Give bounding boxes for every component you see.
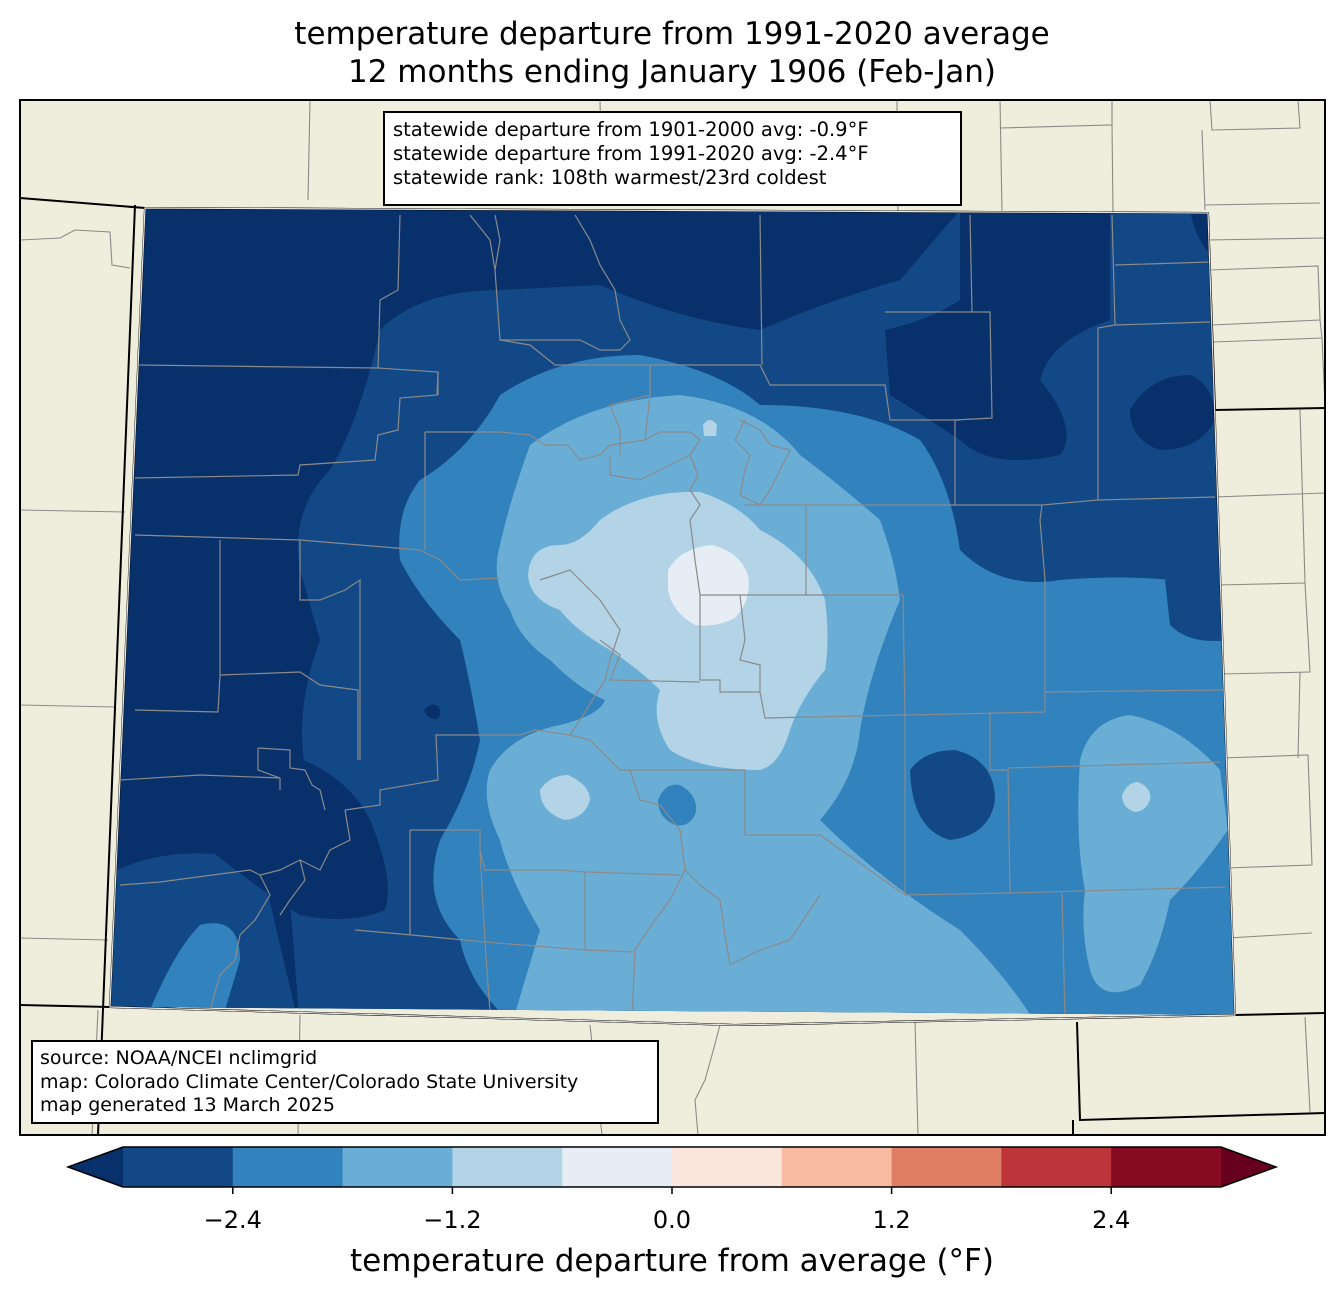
contour-m06-0-se — [1122, 782, 1151, 812]
colorbar-tick-label: −2.4 — [203, 1206, 262, 1234]
colorbar-label: temperature departure from average (°F) — [350, 1243, 994, 1279]
contour-m24-m18-ne — [1165, 575, 1228, 641]
contour-m06-0-s — [540, 775, 590, 820]
stats-line-3: statewide rank: 108th warmest/23rd colde… — [393, 166, 827, 189]
contour-0-06 — [668, 545, 749, 626]
source-line-1: source: NOAA/NCEI nclimgrid — [40, 1047, 318, 1069]
colorbar-tick-label: 0.0 — [652, 1206, 692, 1234]
colorbar-segment — [123, 1147, 234, 1187]
colorbar-tick-label: 1.2 — [872, 1206, 911, 1234]
source-line-2: map: Colorado Climate Center/Colorado St… — [40, 1070, 579, 1093]
contour-m24-m18-se — [910, 750, 995, 840]
contour-m06-0 — [528, 491, 828, 770]
colorbar-segment — [452, 1147, 563, 1187]
map-title-line2: 12 months ending January 1906 (Feb-Jan) — [347, 54, 996, 90]
map-frame — [19, 99, 1326, 1136]
contour-m06-0-n — [703, 420, 717, 436]
colorbar-segment — [672, 1147, 783, 1187]
colorbar-outline — [65, 1146, 1279, 1188]
colorbar-tick-label: −1.2 — [423, 1206, 482, 1234]
colorbar — [65, 1146, 1279, 1194]
colorado-outline-inner — [109, 207, 1236, 1026]
colorbar-tick-label: 2.4 — [1092, 1206, 1131, 1234]
colorbar-extend-low — [68, 1147, 123, 1187]
source-box: source: NOAA/NCEI nclimgrid map: Colorad… — [31, 1040, 659, 1124]
colorbar-segment — [891, 1147, 1002, 1187]
colorbar-segment — [342, 1147, 453, 1187]
contour-m18-m12-sw — [150, 923, 240, 1010]
contour-lt-m24-ne — [885, 210, 1110, 460]
contour-lt-m24-ne2 — [1130, 375, 1215, 450]
contour-m12-m06-se — [1078, 715, 1228, 993]
statewide-stats-box: statewide departure from 1901-2000 avg: … — [383, 111, 962, 206]
temperature-contours — [110, 208, 1235, 1015]
contour-lt-m24-sw — [110, 745, 388, 920]
colorbar-segment — [781, 1147, 893, 1187]
stats-line-2: statewide departure from 1991-2020 avg: … — [393, 142, 869, 165]
contour-lt-m24-dot — [424, 704, 441, 720]
stats-line-1: statewide departure from 1901-2000 avg: … — [393, 118, 869, 141]
source-line-3: map generated 13 March 2025 — [40, 1094, 335, 1116]
colorbar-segment — [1001, 1147, 1112, 1187]
colorbar-segment — [1111, 1147, 1222, 1187]
colorbar-extend-high — [1221, 1147, 1276, 1187]
map-title-line1: temperature departure from 1991-2020 ave… — [294, 16, 1050, 52]
county-lines — [119, 214, 1226, 1015]
colorbar-segment — [232, 1147, 344, 1187]
colorbar-segment — [562, 1147, 673, 1187]
